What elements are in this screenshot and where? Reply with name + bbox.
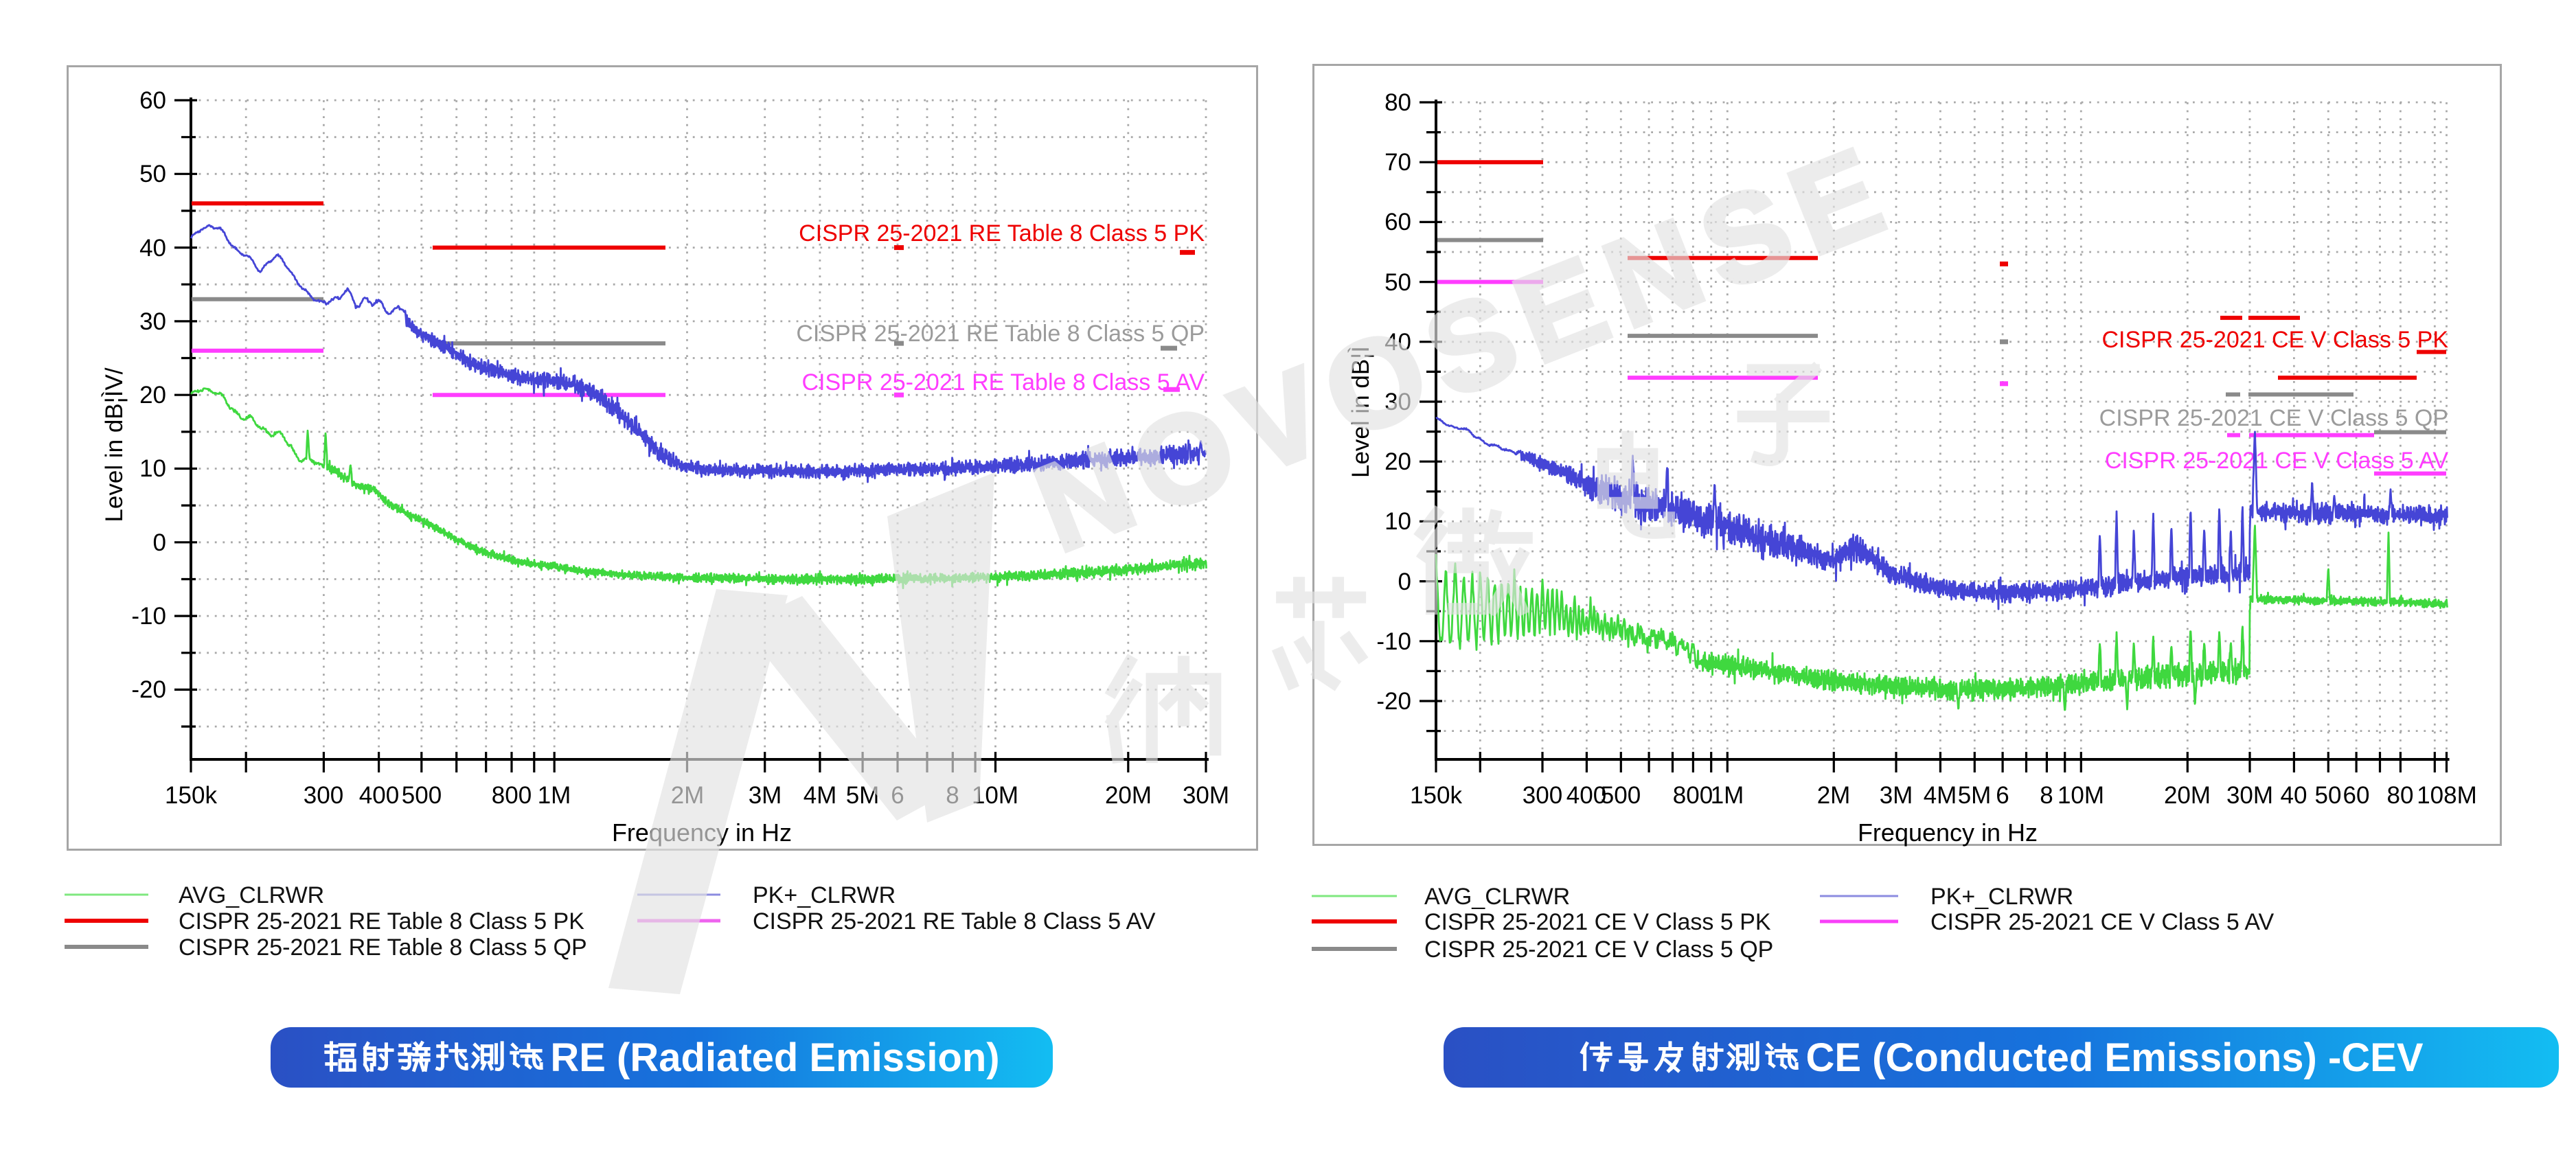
svg-text:PK+_CLRWR: PK+_CLRWR: [1930, 884, 2073, 910]
svg-text:CISPR 25-2021 RE Table 8 Class: CISPR 25-2021 RE Table 8 Class 5 PK: [179, 908, 584, 934]
svg-text:800: 800: [1673, 782, 1713, 809]
svg-text:30: 30: [1384, 389, 1411, 415]
svg-text:4M: 4M: [803, 782, 837, 809]
svg-text:50: 50: [2315, 782, 2342, 809]
svg-text:108M: 108M: [2417, 782, 2477, 809]
svg-text:500: 500: [1601, 782, 1641, 809]
svg-text:CISPR 25-2021 CE V Class 5 AV: CISPR 25-2021 CE V Class 5 AV: [1930, 909, 2274, 935]
svg-text:CISPR 25-2021 RE Table 8 Class: CISPR 25-2021 RE Table 8 Class 5 QP: [179, 934, 587, 961]
svg-text:-10: -10: [1376, 628, 1411, 655]
svg-text:CISPR 25-2021 CE V Class 5 PK: CISPR 25-2021 CE V Class 5 PK: [2101, 327, 2448, 353]
svg-text:3M: 3M: [1880, 782, 1913, 809]
svg-text:30M: 30M: [1183, 782, 1229, 809]
svg-text:CISPR 25-2021 RE Table 8 Class: CISPR 25-2021 RE Table 8 Class 5 AV: [802, 369, 1205, 395]
svg-text:800: 800: [492, 782, 532, 809]
svg-text:0: 0: [1398, 569, 1411, 595]
svg-text:CISPR 25-2021 RE Table 8 Class: CISPR 25-2021 RE Table 8 Class 5 PK: [799, 220, 1205, 246]
svg-text:40: 40: [1384, 329, 1411, 356]
svg-text:Frequency in Hz: Frequency in Hz: [1858, 818, 2038, 847]
svg-text:10: 10: [1384, 508, 1411, 535]
svg-text:40: 40: [139, 235, 166, 262]
svg-text:1M: 1M: [538, 782, 571, 809]
svg-text:20M: 20M: [1105, 782, 1152, 809]
svg-text:-20: -20: [131, 676, 166, 703]
svg-text:60: 60: [139, 87, 166, 114]
svg-text:30M: 30M: [2226, 782, 2273, 809]
svg-text:20: 20: [139, 382, 166, 409]
svg-text:500: 500: [402, 782, 442, 809]
svg-text:80: 80: [1384, 89, 1411, 116]
svg-text:Level in dB¦Ì: Level in dB¦Ì: [1347, 346, 1374, 478]
svg-text:400: 400: [359, 782, 399, 809]
svg-text:AVG_CLRWR: AVG_CLRWR: [1424, 884, 1570, 910]
svg-text:CISPR 25-2021 CE V Class 5 AV: CISPR 25-2021 CE V Class 5 AV: [2105, 448, 2448, 474]
svg-text:80: 80: [2387, 782, 2414, 809]
svg-text:60: 60: [2343, 782, 2370, 809]
svg-text:0: 0: [153, 529, 166, 556]
svg-text:10M: 10M: [2058, 782, 2104, 809]
svg-text:20M: 20M: [2164, 782, 2211, 809]
svg-text:4M: 4M: [1924, 782, 1957, 809]
svg-text:40: 40: [2281, 782, 2307, 809]
svg-text:150k: 150k: [1410, 782, 1462, 809]
svg-text:5M: 5M: [1958, 782, 1992, 809]
svg-text:1M: 1M: [1711, 782, 1744, 809]
svg-text:150k: 150k: [165, 782, 217, 809]
svg-text:10: 10: [139, 455, 166, 482]
svg-text:CISPR 25-2021 CE V Class 5 QP: CISPR 25-2021 CE V Class 5 QP: [1424, 937, 1773, 963]
svg-text:-20: -20: [1376, 688, 1411, 715]
svg-text:60: 60: [1384, 209, 1411, 236]
svg-text:70: 70: [1384, 149, 1411, 176]
svg-text:AVG_CLRWR: AVG_CLRWR: [179, 882, 324, 908]
svg-text:6: 6: [1996, 782, 2009, 809]
svg-text:300: 300: [1523, 782, 1562, 809]
svg-text:50: 50: [139, 161, 166, 187]
svg-text:2M: 2M: [1817, 782, 1851, 809]
svg-text:50: 50: [1384, 269, 1411, 296]
svg-text:PK+_CLRWR: PK+_CLRWR: [753, 882, 896, 908]
svg-text:-10: -10: [131, 603, 166, 630]
svg-text:CISPR 25-2021 RE Table 8 Class: CISPR 25-2021 RE Table 8 Class 5 QP: [796, 321, 1205, 347]
svg-text:3M: 3M: [749, 782, 782, 809]
svg-text:20: 20: [1384, 448, 1411, 475]
svg-text:400: 400: [1566, 782, 1606, 809]
svg-text:CISPR 25-2021 CE V Class 5 QP: CISPR 25-2021 CE V Class 5 QP: [2099, 405, 2448, 431]
svg-text:CISPR 25-2021 RE Table 8 Class: CISPR 25-2021 RE Table 8 Class 5 AV: [753, 908, 1156, 934]
svg-text:CISPR 25-2021 CE V Class 5 PK: CISPR 25-2021 CE V Class 5 PK: [1424, 909, 1771, 935]
svg-text:300: 300: [304, 782, 343, 809]
svg-text:Level in dB¦ÌV/: Level in dB¦ÌV/: [101, 367, 128, 522]
svg-text:30: 30: [139, 308, 166, 335]
svg-text:8: 8: [2040, 782, 2053, 809]
